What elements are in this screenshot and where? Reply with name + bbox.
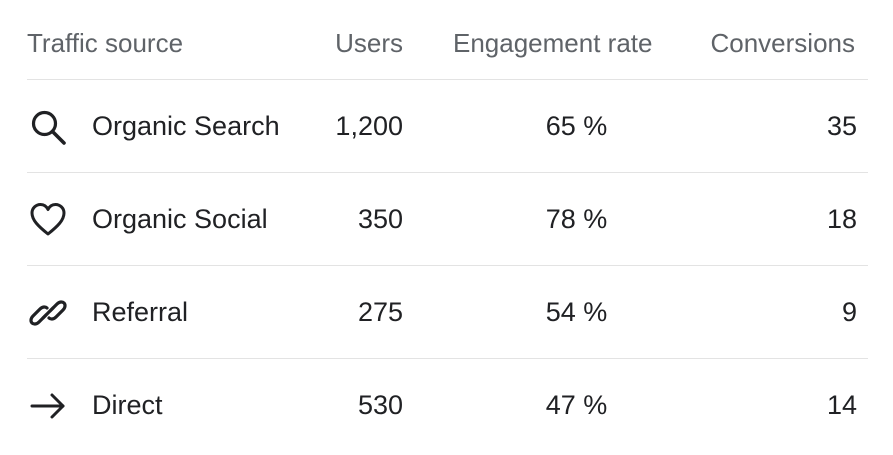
column-header-engagement-rate[interactable]: Engagement rate	[453, 28, 653, 58]
conversions-value: 35	[826, 111, 857, 141]
heart-icon	[29, 201, 67, 239]
table-row[interactable]: Organic Social 350 78 % 18	[0, 173, 893, 265]
conversions-value: 9	[841, 297, 857, 327]
search-icon	[29, 108, 67, 146]
table-row[interactable]: Referral 275 54 % 9	[0, 266, 893, 358]
traffic-source-name: Organic Search	[92, 111, 280, 141]
traffic-source-name: Organic Social	[92, 204, 268, 234]
engagement-rate-value: 65 %	[545, 111, 608, 141]
users-value: 350	[357, 204, 403, 234]
arrow-right-icon	[29, 387, 67, 425]
divider	[27, 265, 868, 266]
column-header-traffic-source[interactable]: Traffic source	[27, 28, 184, 58]
conversions-value: 18	[826, 204, 857, 234]
table-header: Traffic source Users Engagement rate Con…	[0, 0, 893, 80]
divider	[27, 79, 868, 80]
users-value: 530	[357, 390, 403, 420]
column-header-conversions[interactable]: Conversions	[710, 28, 855, 58]
traffic-source-name: Direct	[92, 390, 163, 420]
table-row[interactable]: Direct 530 47 % 14	[0, 359, 893, 451]
link-icon	[29, 294, 67, 332]
conversions-value: 14	[826, 390, 857, 420]
users-value: 275	[357, 297, 403, 327]
table-row[interactable]: Organic Search 1,200 65 % 35	[0, 80, 893, 172]
column-header-users[interactable]: Users	[335, 28, 403, 58]
traffic-source-name: Referral	[92, 297, 189, 327]
engagement-rate-value: 47 %	[545, 390, 608, 420]
users-value: 1,200	[335, 111, 403, 141]
engagement-rate-value: 54 %	[545, 297, 608, 327]
engagement-rate-value: 78 %	[545, 204, 608, 234]
divider	[27, 358, 868, 359]
divider	[27, 172, 868, 173]
